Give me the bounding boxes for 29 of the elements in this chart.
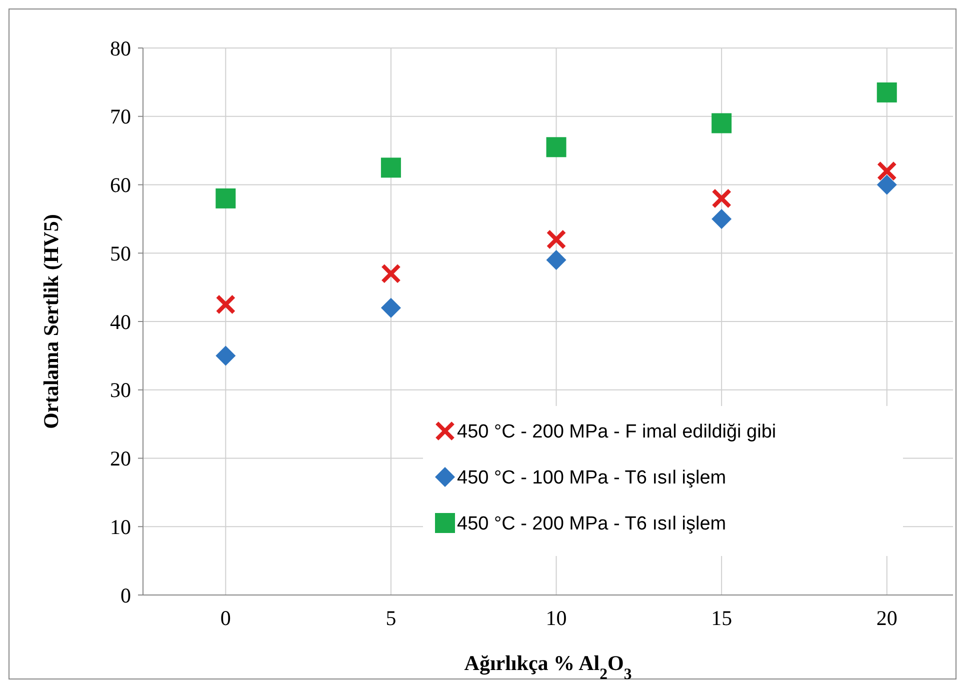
y-tick-label: 0 (120, 583, 131, 608)
point (546, 137, 566, 158)
legend-label: 450 °C - 200 MPa - F imal edildiği gibi (457, 422, 776, 443)
x-tick-label: 5 (386, 606, 396, 630)
y-tick-label: 10 (110, 514, 131, 539)
point (876, 82, 897, 102)
x-tick-label: 0 (220, 606, 231, 630)
y-tick-label: 40 (110, 310, 131, 334)
legend-label: 450 °C - 100 MPa - T6 ısıl işlem (457, 468, 726, 489)
point (876, 174, 897, 195)
point (216, 188, 236, 208)
y-tick-label: 30 (110, 378, 131, 402)
x-tick-label: 20 (876, 606, 898, 630)
x-tick-label: 15 (711, 606, 732, 630)
legend-label: 450 °C - 200 MPa - T6 ısıl işlem (457, 514, 726, 535)
point (546, 250, 566, 270)
y-tick-label: 20 (110, 446, 131, 471)
y-tick-label: 80 (110, 36, 131, 60)
point (712, 208, 732, 229)
x-axis-title: Ağırlıkça % Al$_{2}$O$_{3}$ (464, 651, 632, 682)
y-axis-title: Ortalama Sertlik (HV5) (39, 214, 63, 429)
y-tick-label: 70 (110, 104, 131, 129)
y-tick-label: 60 (110, 173, 131, 198)
y-tick-label: 50 (110, 241, 131, 266)
point (216, 346, 236, 366)
x-tick-label: 10 (546, 606, 567, 630)
point (380, 158, 401, 178)
point (712, 113, 732, 134)
point (380, 298, 401, 318)
